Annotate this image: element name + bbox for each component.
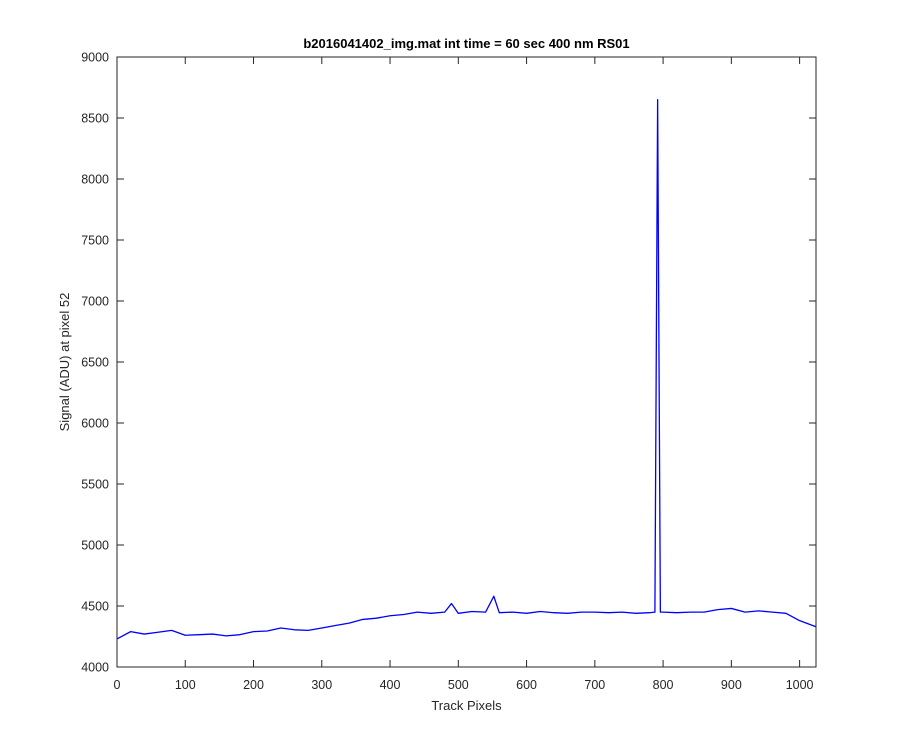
y-tick-label: 7500 — [81, 234, 109, 248]
y-tick-label: 5000 — [81, 539, 109, 553]
x-tick-label: 900 — [721, 678, 742, 692]
y-tick-label: 7000 — [81, 295, 109, 309]
x-tick-label: 800 — [653, 678, 674, 692]
x-tick-label: 400 — [380, 678, 401, 692]
y-tick-label: 9000 — [81, 51, 109, 65]
y-tick-label: 4000 — [81, 661, 109, 675]
chart-title: b2016041402_img.mat int time = 60 sec 40… — [303, 36, 629, 51]
y-tick-label: 8000 — [81, 173, 109, 187]
x-tick-label: 100 — [175, 678, 196, 692]
x-tick-label: 500 — [448, 678, 469, 692]
y-tick-label: 6000 — [81, 417, 109, 431]
x-tick-label: 600 — [516, 678, 537, 692]
y-tick-label: 6500 — [81, 356, 109, 370]
series-line — [116, 99, 817, 640]
y-tick-label: 5500 — [81, 478, 109, 492]
x-tick-label: 0 — [114, 678, 121, 692]
axes-box — [116, 56, 817, 668]
x-axis-label: Track Pixels — [431, 698, 502, 713]
y-tick-label: 4500 — [81, 600, 109, 614]
plot-area — [116, 99, 817, 640]
x-tick-label: 300 — [311, 678, 332, 692]
y-tick-label: 8500 — [81, 112, 109, 126]
axis-ticks: 0 100 200 300 400 500 600 700 800 900 1000 4000 4500… — [81, 51, 816, 692]
x-tick-label: 700 — [584, 678, 605, 692]
y-axis-label: Signal (ADU) at pixel 52 — [57, 293, 72, 432]
x-tick-label: 1000 — [786, 678, 814, 692]
x-tick-label: 200 — [243, 678, 264, 692]
